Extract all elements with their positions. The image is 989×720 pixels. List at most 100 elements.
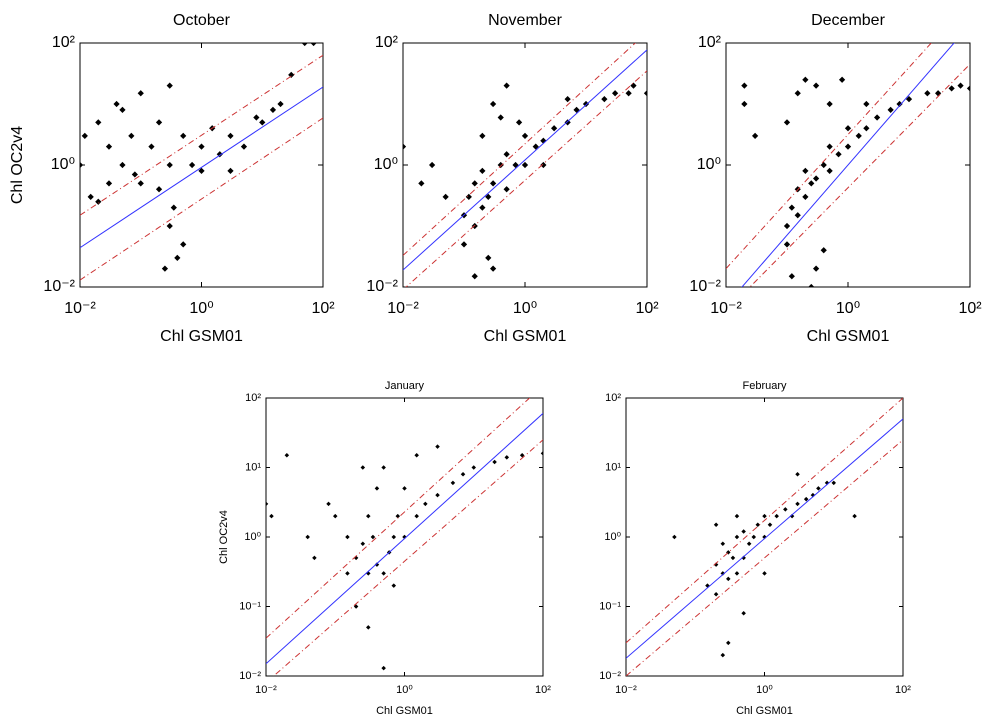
bound-line	[266, 398, 531, 639]
y-tick-label: 10²	[245, 392, 261, 404]
point	[414, 513, 419, 519]
point	[734, 534, 740, 540]
point	[105, 180, 113, 187]
scatter-chart: February Chl GSM01 10⁻² 10⁰ 10² 10⁻² 10⁻¹ 10⁰ 10…	[599, 380, 911, 717]
x-axis-label: Chl GSM01	[484, 328, 567, 345]
x-axis-label: Chl GSM01	[160, 328, 243, 345]
y-tick-label: 10⁻²	[43, 278, 75, 295]
x-tick-label: 10²	[958, 300, 982, 317]
point	[119, 106, 126, 114]
scatter-chart: November Chl GSM01 10⁻² 10⁰ 10² 10⁻² 10⁰ 10²	[366, 12, 659, 345]
x-tick-label: 10²	[895, 684, 911, 696]
point	[332, 513, 338, 519]
point	[479, 204, 486, 211]
point	[492, 459, 497, 465]
point	[751, 534, 757, 540]
plot-marks	[626, 398, 903, 676]
point	[81, 132, 88, 140]
point	[795, 471, 800, 477]
fit-line	[626, 418, 903, 659]
x-tick-label: 10⁻²	[255, 684, 277, 696]
point	[726, 576, 731, 582]
point	[366, 625, 371, 630]
bound-line	[626, 398, 903, 644]
point	[366, 513, 371, 519]
scatter-chart: December Chl GSM01 10⁻² 10⁰ 10² 10⁻² 10⁰ 10²	[689, 12, 982, 345]
fit-line	[80, 86, 323, 249]
y-axis-label: Chl OC2v4	[218, 510, 230, 564]
y-tick-label: 10⁻²	[599, 670, 621, 682]
point	[381, 571, 386, 576]
point	[423, 501, 428, 507]
point	[519, 452, 525, 458]
point	[746, 541, 752, 546]
x-tick-label: 10⁰	[756, 684, 773, 696]
y-tick-label: 10²	[52, 34, 76, 51]
x-tick-label: 10⁻²	[64, 300, 96, 317]
point	[460, 471, 466, 477]
point	[374, 562, 380, 567]
y-tick-label: 10¹	[245, 461, 261, 473]
point	[128, 132, 135, 140]
x-tick-label: 10⁻²	[387, 300, 419, 317]
point	[831, 480, 837, 486]
fit-line	[266, 413, 543, 665]
point	[730, 555, 736, 561]
point	[266, 501, 269, 507]
bound-line	[80, 54, 323, 216]
point	[435, 444, 440, 449]
chart-title: October	[173, 12, 231, 29]
y-tick-label: 10⁰	[697, 156, 721, 173]
x-tick-label: 10⁰	[189, 300, 213, 317]
point	[174, 254, 181, 262]
point	[166, 82, 173, 89]
x-tick-label: 10⁻²	[710, 300, 742, 317]
x-tick-label: 10⁰	[396, 684, 413, 696]
y-tick-label: 10⁻²	[366, 278, 398, 295]
point	[403, 143, 407, 150]
point	[795, 501, 800, 507]
point	[188, 161, 196, 169]
point	[170, 204, 177, 211]
point	[826, 100, 833, 108]
point	[720, 571, 726, 576]
point	[489, 265, 497, 272]
plot-marks	[266, 398, 543, 676]
chart-title: January	[385, 380, 425, 392]
point	[113, 100, 120, 108]
point	[370, 534, 376, 540]
point	[887, 106, 894, 114]
bound-line	[405, 70, 647, 287]
bound-line	[80, 117, 323, 281]
point	[95, 119, 102, 126]
point	[301, 43, 308, 47]
bound-line	[726, 43, 932, 269]
x-axis-label: Chl GSM01	[376, 705, 433, 717]
y-tick-label: 10¹	[605, 461, 621, 473]
y-tick-label: 10⁻¹	[239, 600, 261, 612]
point	[713, 591, 719, 597]
point	[789, 513, 795, 519]
point	[816, 486, 821, 491]
point	[131, 171, 138, 178]
point	[435, 492, 440, 498]
point	[540, 451, 543, 456]
point	[873, 114, 881, 121]
point	[504, 455, 510, 460]
y-tick-label: 10²	[698, 34, 722, 51]
x-tick-label: 10²	[311, 300, 335, 317]
y-tick-label: 10²	[605, 392, 621, 404]
point	[503, 151, 510, 158]
point	[720, 652, 726, 658]
point	[95, 198, 102, 205]
point	[774, 513, 779, 519]
point	[381, 665, 386, 671]
y-axis-label: Chl OC2v4	[9, 126, 26, 204]
point	[471, 465, 477, 470]
point	[767, 522, 773, 528]
point	[471, 273, 478, 280]
point	[80, 161, 84, 169]
point	[119, 161, 126, 169]
scatter-chart: October Chl GSM01 Chl OC2v4 10⁻² 10⁰ 10² 10⁻² 1…	[9, 12, 335, 345]
y-tick-label: 10⁻²	[239, 670, 261, 682]
